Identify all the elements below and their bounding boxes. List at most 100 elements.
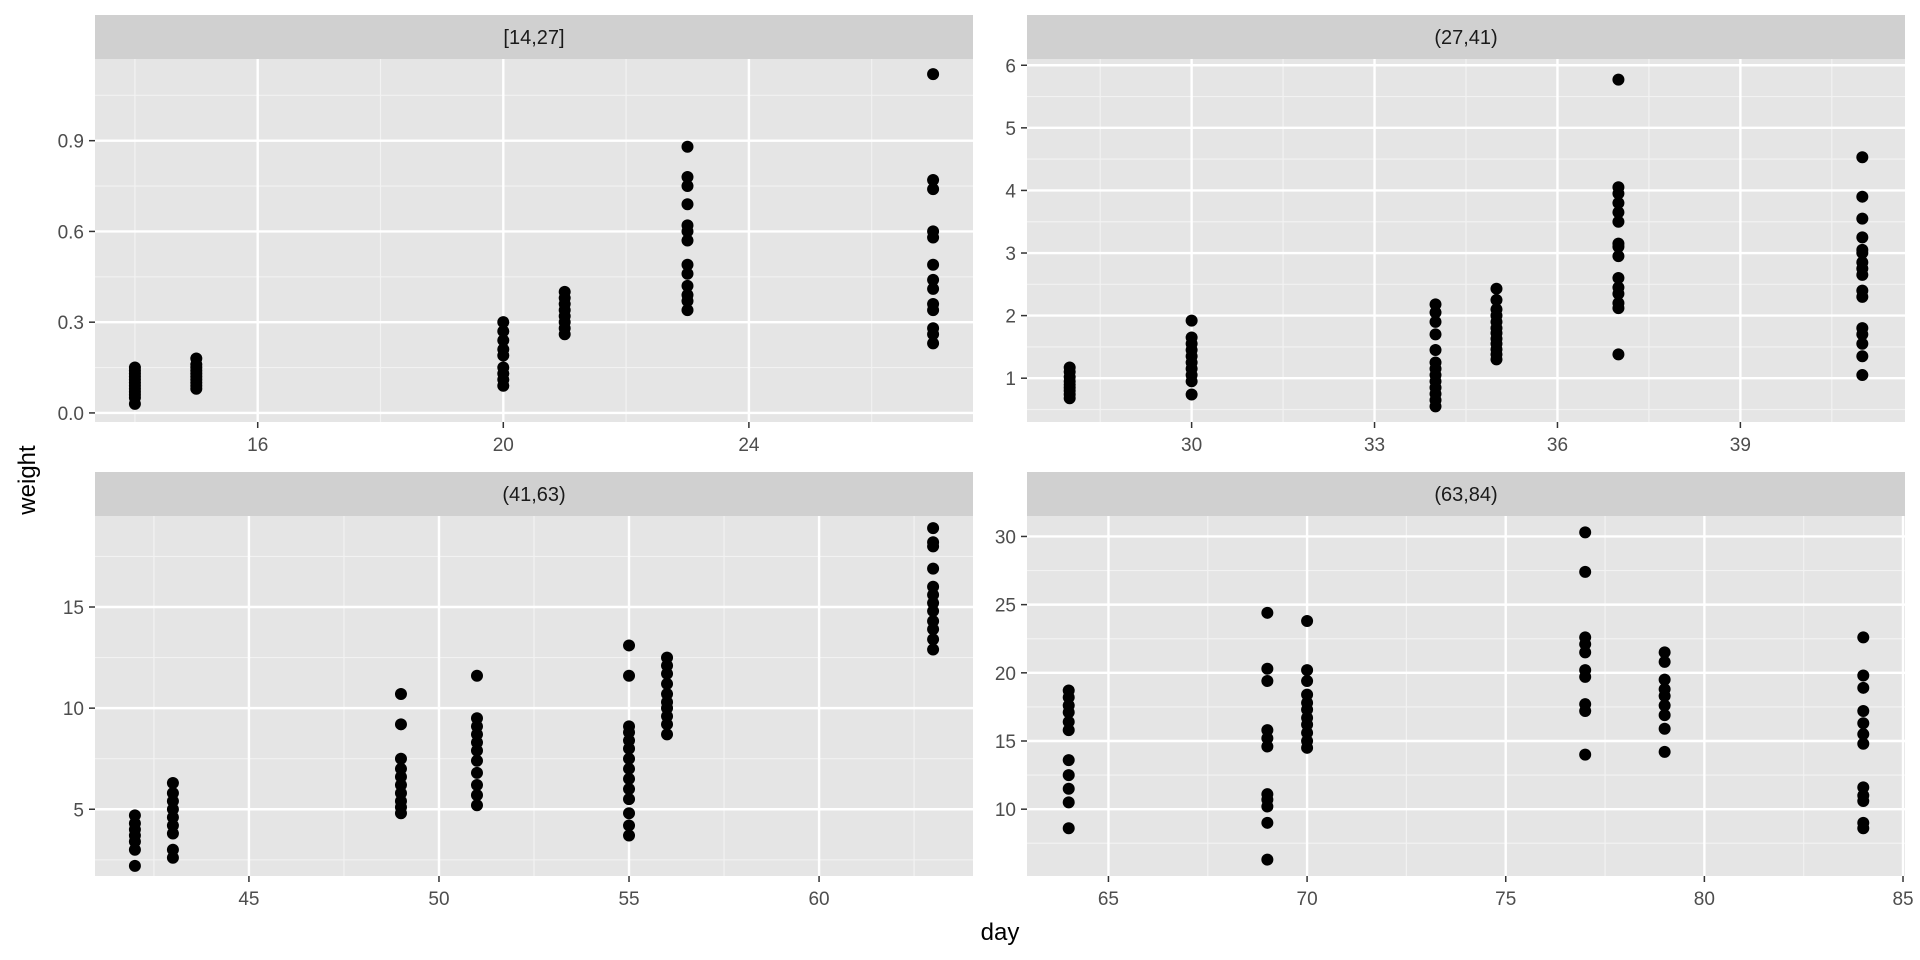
data-point [681, 279, 694, 292]
data-point [1856, 151, 1869, 164]
x-tick-label: 85 [1892, 889, 1913, 910]
data-points [1062, 526, 1870, 866]
data-point [128, 859, 141, 872]
facet-panel-1: [14,27] 16 20 24 0.0 0.3 0.6 0.9 [58, 15, 973, 456]
data-point [623, 793, 636, 806]
data-point [1857, 816, 1870, 829]
data-point [1612, 181, 1625, 194]
data-point [1185, 388, 1198, 401]
data-point [1579, 698, 1592, 711]
data-point [623, 752, 636, 765]
data-point [623, 762, 636, 775]
y-axis-title: weight [14, 445, 41, 516]
data-point [681, 234, 694, 247]
data-point [1856, 231, 1869, 244]
data-point [927, 633, 940, 646]
data-point [681, 180, 694, 193]
y-tick-label: 6 [1005, 56, 1016, 77]
data-point [661, 677, 674, 690]
data-point [470, 754, 483, 767]
facet-strip-label: (27,41) [1434, 27, 1497, 49]
x-tick-label: 50 [428, 889, 449, 910]
data-point [927, 258, 940, 271]
data-point [1856, 322, 1869, 335]
data-point [1658, 655, 1671, 668]
data-point [623, 720, 636, 733]
data-point [927, 562, 940, 575]
x-tick-label: 16 [247, 435, 268, 456]
data-point [394, 752, 407, 765]
data-point [681, 267, 694, 280]
data-point [1429, 344, 1442, 357]
data-point [927, 282, 940, 295]
data-point [927, 322, 940, 335]
data-point [1301, 688, 1314, 701]
y-tick-label: 0.3 [58, 313, 84, 334]
x-tick-label: 80 [1694, 889, 1715, 910]
y-tick-label: 15 [63, 598, 84, 619]
data-point [927, 183, 940, 196]
data-points [128, 522, 940, 872]
x-tick-label: 20 [493, 435, 514, 456]
data-point [1856, 243, 1869, 256]
data-point [1857, 681, 1870, 694]
x-tick-label: 39 [1730, 435, 1751, 456]
data-point [1185, 331, 1198, 344]
x-tick-label: 60 [808, 889, 829, 910]
data-point [681, 219, 694, 232]
data-point [470, 778, 483, 791]
data-point [1301, 664, 1314, 677]
data-point [1429, 356, 1442, 369]
data-point [166, 843, 179, 856]
data-point [1857, 781, 1870, 794]
data-point [394, 762, 407, 775]
data-point [1490, 303, 1503, 316]
data-point [1579, 526, 1592, 539]
data-point [623, 807, 636, 820]
y-tick-label: 10 [63, 699, 84, 720]
data-point [1062, 769, 1075, 782]
facet-strip-label: (41,63) [502, 484, 565, 506]
data-point [470, 799, 483, 812]
data-point [1261, 853, 1274, 866]
data-point [927, 615, 940, 628]
data-point [623, 829, 636, 842]
data-point [1429, 298, 1442, 311]
x-tick-label: 30 [1181, 435, 1202, 456]
data-point [1062, 754, 1075, 767]
data-point [166, 776, 179, 789]
data-point [1185, 314, 1198, 327]
facet-panels: [14,27]16 20 240.00.30.60.9(27,41)30 33 36 39… [58, 15, 1914, 910]
data-point [927, 536, 940, 549]
data-point [1658, 722, 1671, 735]
data-point [681, 140, 694, 153]
facet-panel-3: (41,63) 45 50 55 60 5 10 15 [63, 472, 973, 910]
data-point [1857, 737, 1870, 750]
data-point [1857, 728, 1870, 741]
x-tick-label: 45 [238, 889, 259, 910]
data-point [623, 772, 636, 785]
x-tick-label: 65 [1098, 889, 1119, 910]
data-point [681, 258, 694, 271]
data-point [1579, 631, 1592, 644]
data-point [1301, 615, 1314, 627]
data-point [1658, 699, 1671, 712]
y-tick-label: 10 [995, 800, 1016, 821]
data-points [128, 68, 940, 410]
data-point [1612, 348, 1625, 361]
data-point [1612, 73, 1625, 86]
data-point [1658, 745, 1671, 758]
data-point [470, 712, 483, 725]
data-point [1062, 684, 1075, 697]
data-point [1856, 369, 1869, 382]
facet-panel-2: (27,41) 30 33 36 39 1 2 3 4 5 6 [1005, 15, 1905, 456]
facet-strip-label: (63,84) [1434, 484, 1497, 506]
data-point [1612, 196, 1625, 209]
data-point [1579, 664, 1592, 677]
data-point [1612, 215, 1625, 228]
y-tick-label: 3 [1005, 244, 1016, 265]
data-point [681, 198, 694, 211]
data-point [661, 728, 674, 741]
y-tick-label: 30 [995, 527, 1016, 548]
